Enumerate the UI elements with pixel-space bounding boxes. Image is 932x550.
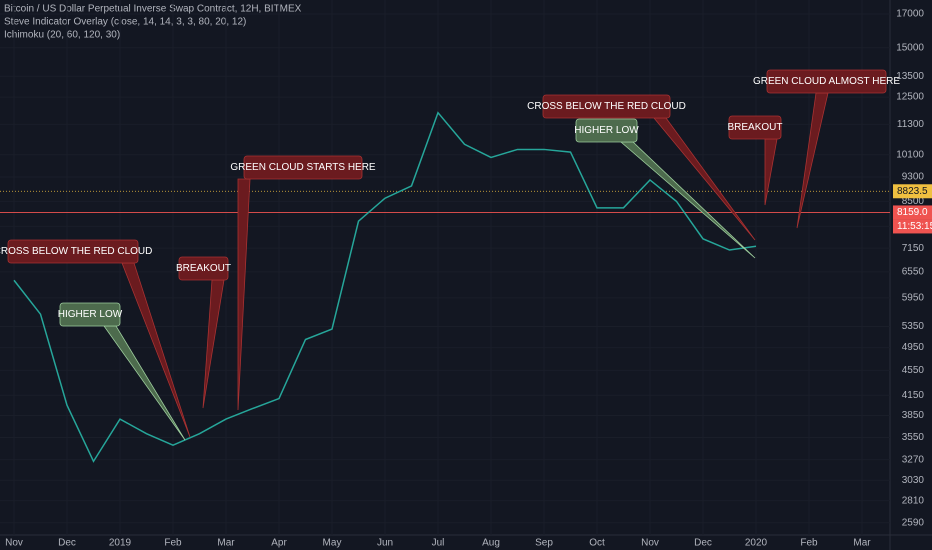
callout-box (766, 69, 887, 94)
y-tick-label: 6550 (902, 266, 925, 277)
y-tick-label: 2810 (902, 495, 925, 506)
x-tick-label: Nov (641, 538, 659, 549)
y-tick-label: 5950 (902, 292, 925, 303)
countdown-badge (893, 219, 932, 234)
price-label: 8159.0 (897, 207, 928, 218)
price-line-series (13, 111, 757, 463)
y-tick-label: 4950 (902, 342, 925, 353)
y-tick-label: 3550 (902, 432, 925, 443)
price-badge (893, 184, 932, 199)
y-tick-label: 12500 (896, 92, 924, 103)
x-tick-label: Mar (217, 538, 235, 549)
x-tick-label: Feb (800, 538, 818, 549)
callout-text: BREAKOUT (176, 263, 231, 274)
y-tick-label: 17000 (896, 9, 924, 20)
y-tick-label: 7150 (902, 243, 925, 254)
callout-box (728, 115, 782, 140)
y-tick-label: 2590 (902, 517, 925, 528)
x-tick-label: Oct (589, 538, 605, 549)
x-tick-label: May (323, 538, 342, 549)
x-tick-label: Jul (432, 538, 445, 549)
indicator-label: Steve Indicator Overlay (close, 14, 14, … (4, 17, 246, 28)
y-tick-label: 3030 (902, 475, 925, 486)
callout-box (243, 155, 363, 180)
price-badge (893, 205, 932, 220)
x-tick-label: Nov (5, 538, 23, 549)
callout-text: GREEN CLOUD STARTS HERE (230, 162, 376, 173)
callout-text: HIGHER LOW (574, 125, 639, 136)
callout-text: HIGHER LOW (58, 309, 123, 320)
x-tick-label: Jun (377, 538, 393, 549)
y-tick-label: 13500 (896, 71, 924, 82)
callout-pointer (237, 178, 251, 411)
x-tick-label: Mar (853, 538, 871, 549)
callout-text: CROSS BELOW THE RED CLOUD (0, 246, 152, 257)
callout-text: CROSS BELOW THE RED CLOUD (527, 101, 686, 112)
x-tick-label: 2020 (745, 538, 768, 549)
y-tick-label: 4150 (902, 390, 925, 401)
countdown: 11:53:15 (897, 221, 932, 232)
x-tick-label: Apr (271, 538, 287, 549)
callout-box (542, 94, 671, 119)
price-label: 8823.5 (897, 186, 928, 197)
y-tick-label: 10100 (896, 149, 924, 160)
x-tick-label: Sep (535, 538, 553, 549)
indicator-label: Ichimoku (20, 60, 120, 30) (4, 30, 120, 41)
x-tick-label: Aug (482, 538, 500, 549)
x-tick-label: 2019 (109, 538, 132, 549)
y-tick-label: 3270 (902, 454, 925, 465)
y-tick-label: 15000 (896, 42, 924, 53)
callout-box (59, 302, 121, 327)
y-tick-label: 3850 (902, 410, 925, 421)
chart-title: Bitcoin / US Dollar Perpetual Inverse Sw… (4, 4, 302, 15)
y-tick-label: 8500 (902, 196, 925, 207)
x-tick-label: Feb (164, 538, 182, 549)
callout-box (7, 239, 139, 264)
callout-box (575, 118, 638, 143)
x-tick-label: Dec (58, 538, 76, 549)
x-tick-label: Dec (694, 538, 712, 549)
callout-box (178, 256, 229, 281)
y-tick-label: 11300 (897, 119, 925, 130)
callout-text: BREAKOUT (727, 122, 782, 133)
y-tick-label: 5350 (902, 321, 925, 332)
y-tick-label: 4550 (902, 365, 925, 376)
callout-text: GREEN CLOUD ALMOST HERE (753, 76, 900, 87)
y-tick-label: 9300 (902, 172, 925, 183)
